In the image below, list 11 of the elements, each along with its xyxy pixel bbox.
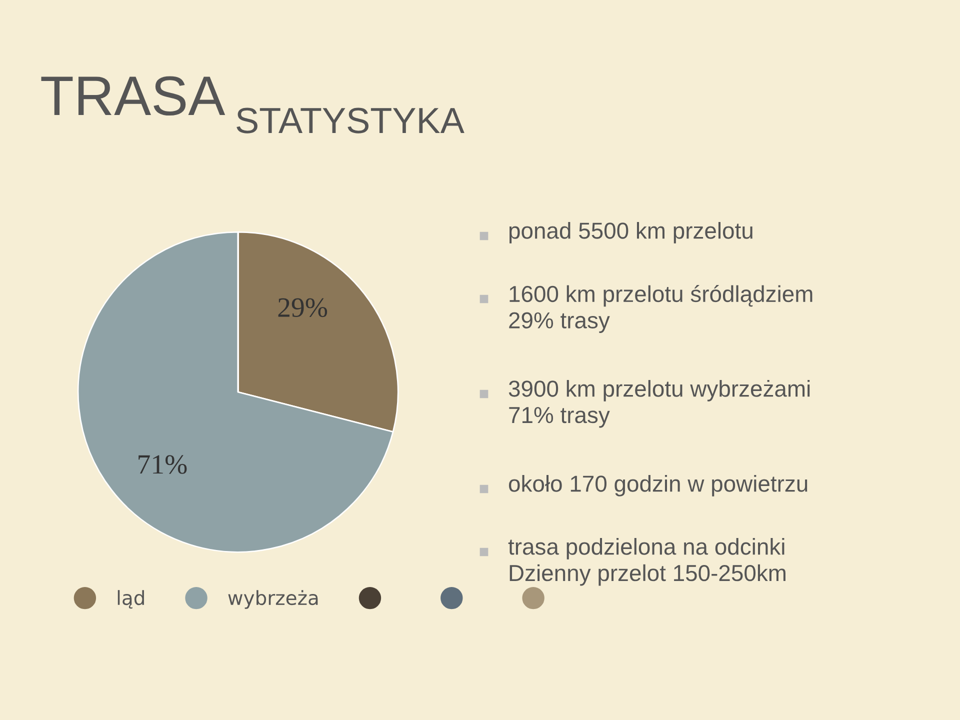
data-label: 29% bbox=[278, 298, 328, 318]
text: 3900 km przelotu wybrzeżami 71% trasy bbox=[508, 380, 810, 428]
text: trasa podzielona na odcinki Dzienny przelot 150-250km bbox=[508, 538, 786, 586]
text: 1600 km przelotu śródlądziem 29% trasy bbox=[509, 285, 812, 333]
data-label: 71% bbox=[138, 455, 187, 474]
legend-label: ląd bbox=[118, 590, 144, 609]
text: ponad 5500 km przelotu bbox=[509, 222, 752, 244]
legend-label: wybrzeża bbox=[228, 590, 318, 609]
chart-subtitle: STATYSTYKA bbox=[236, 108, 464, 134]
text: około 170 godzin w powietrzu bbox=[508, 475, 808, 496]
chart-title: TRASA bbox=[41, 76, 226, 116]
